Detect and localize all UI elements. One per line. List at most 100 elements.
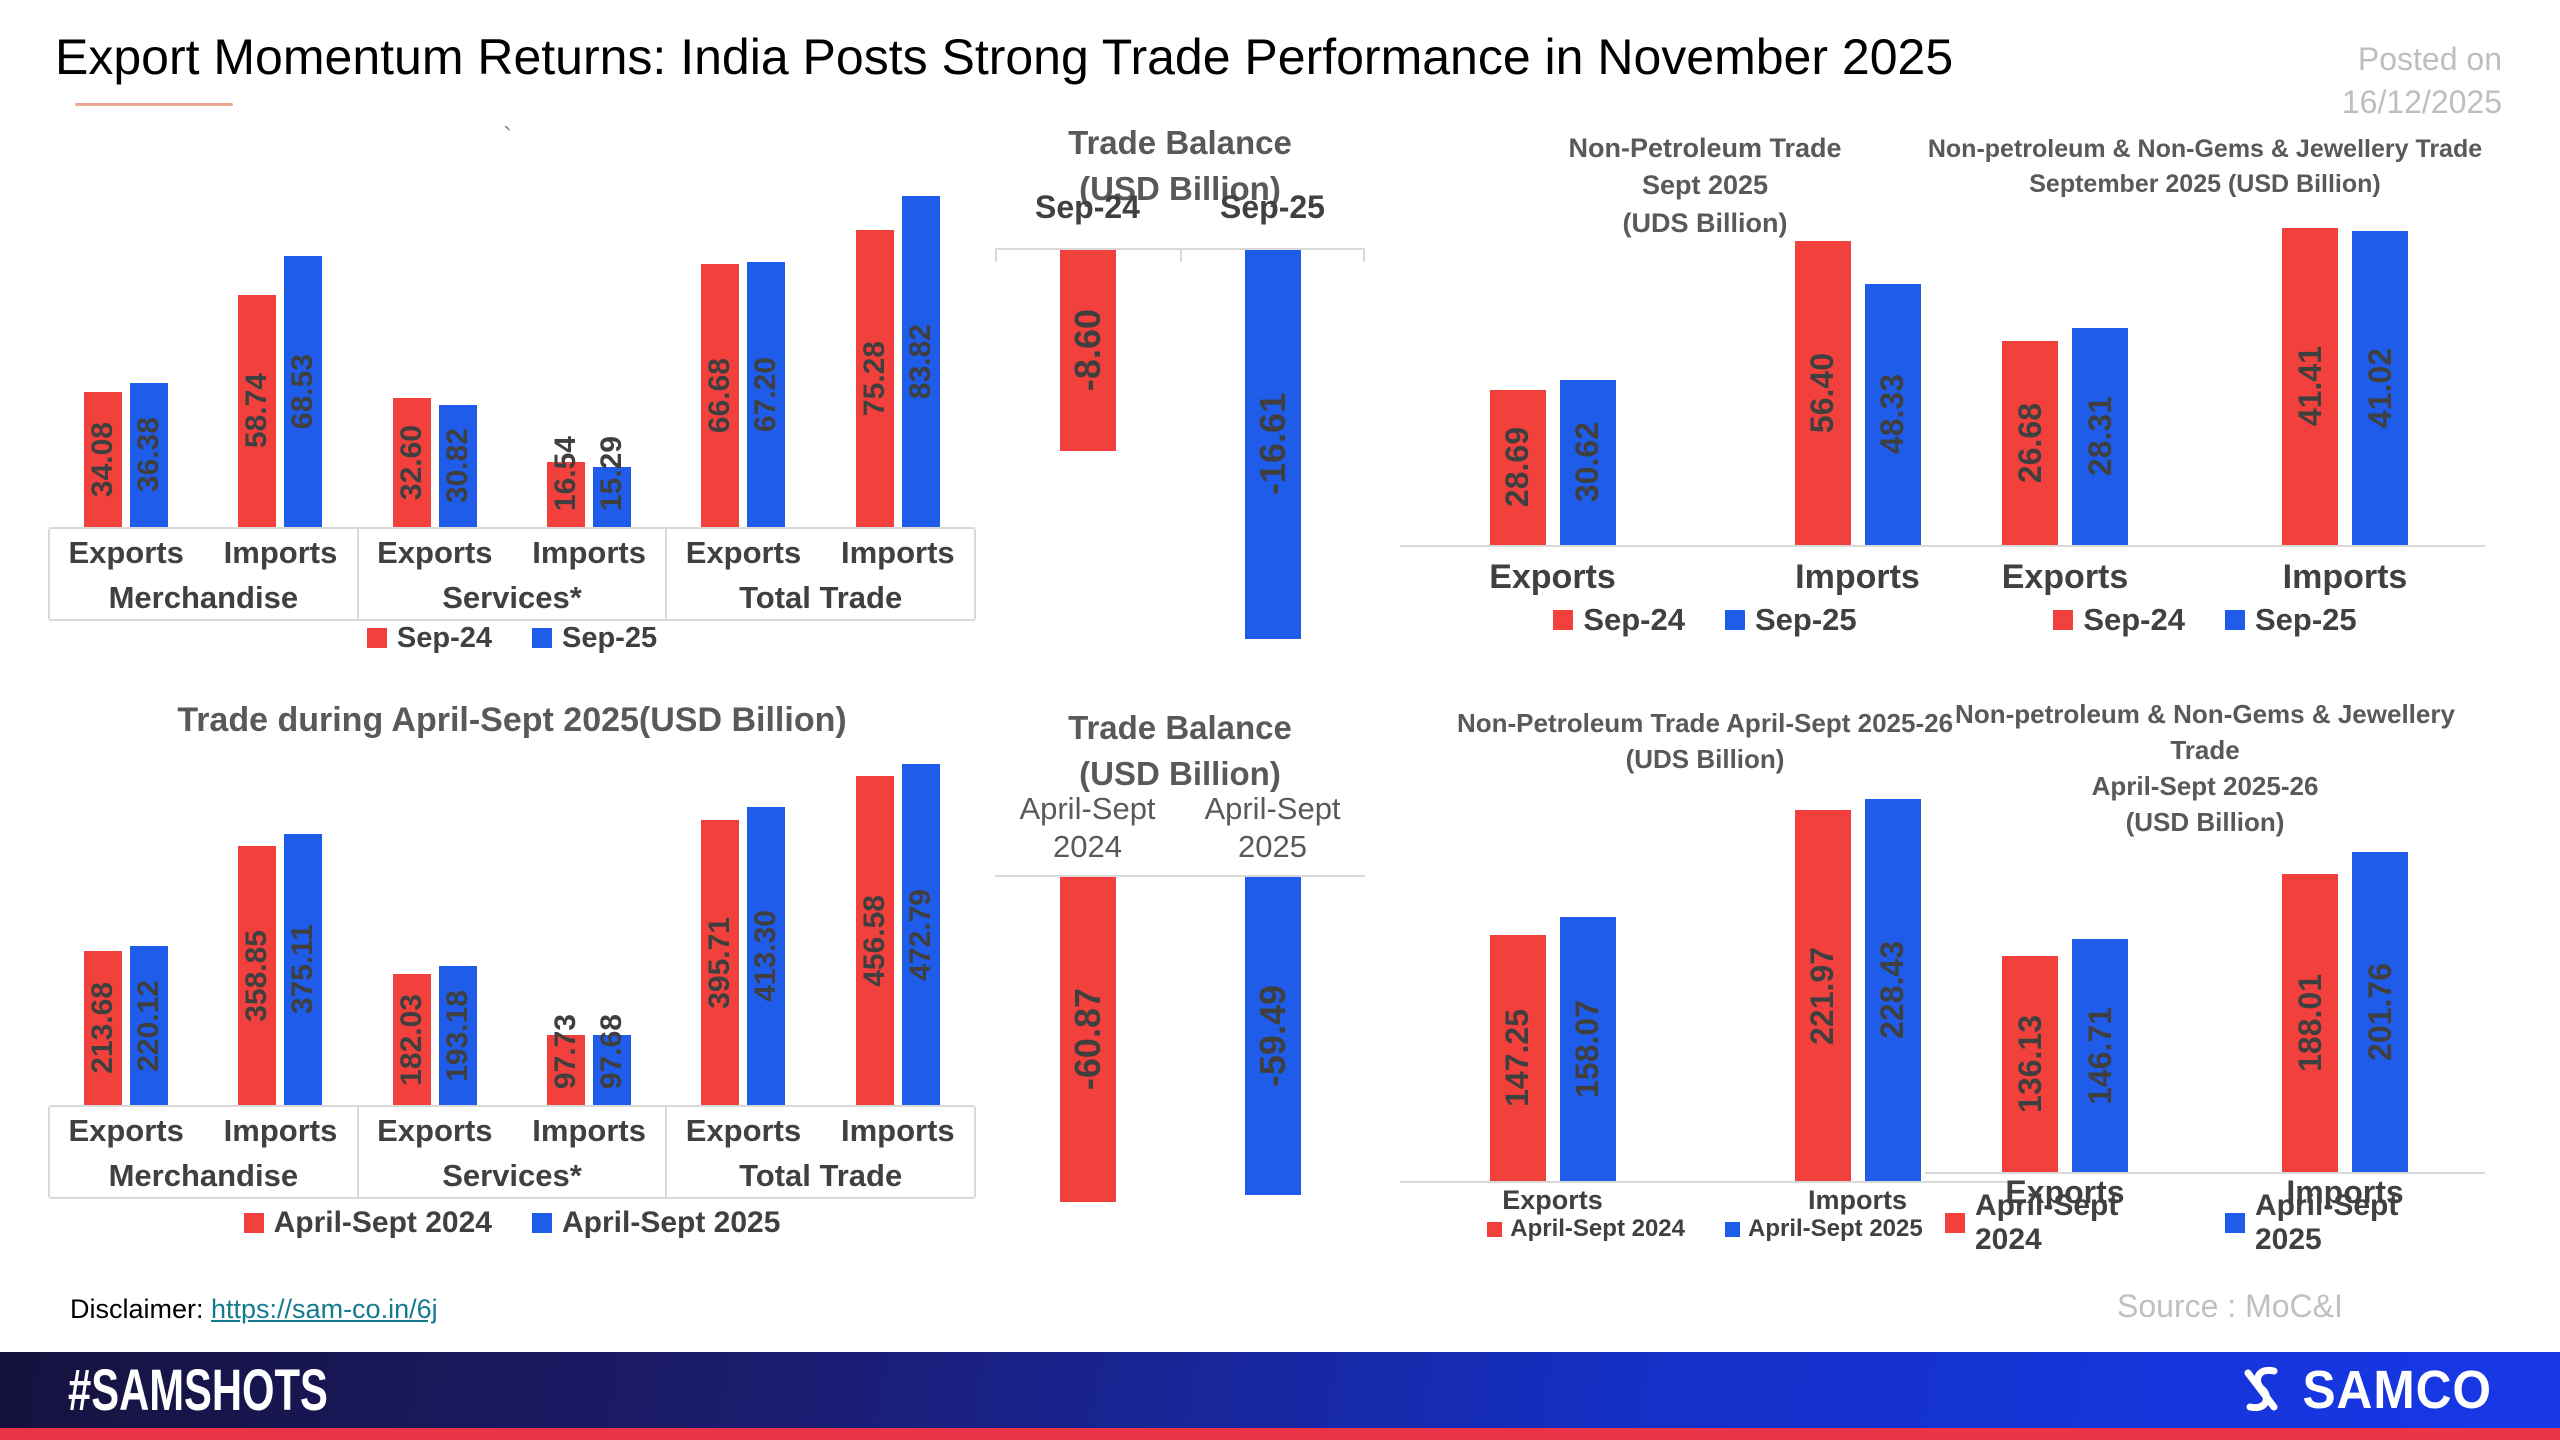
bar-value-label: 66.68 xyxy=(703,357,737,434)
bar-value-label: -59.49 xyxy=(1251,984,1293,1088)
legend-label: Sep-25 xyxy=(2255,602,2357,637)
bar: 30.62 xyxy=(1559,380,1616,545)
april-sept-trade-chart: 213.68 220.12 358.85 375.11 182.03 193.18 97.7… xyxy=(49,764,975,1105)
legend-item: Sep-24 xyxy=(366,622,492,655)
bar: 188.01 xyxy=(2282,874,2338,1172)
bar-value-label: 147.25 xyxy=(1499,1009,1535,1107)
bar: 41.02 xyxy=(2352,231,2408,545)
disclaimer: Disclaimer: https://sam-co.in/6j xyxy=(70,1294,438,1325)
legend-item: April-Sept 2024 xyxy=(1945,1189,2185,1257)
bar: 66.68 xyxy=(701,264,740,527)
bar-value-label: 83.82 xyxy=(903,323,937,400)
legend-label: April-Sept 2025 xyxy=(562,1206,781,1239)
legend-swatch-red xyxy=(1553,610,1574,630)
category-label: Imports xyxy=(223,1113,338,1149)
group-label: Services* xyxy=(442,580,582,616)
category-label: Sep-24 xyxy=(1035,189,1140,226)
category-label: Imports xyxy=(532,535,646,571)
bar: -8.60 xyxy=(1059,250,1116,451)
non-petroleum-non-gems-april-sept-title: Non-petroleum & Non-Gems & Jewellery Tra… xyxy=(1955,699,2455,837)
stray-mark: ` xyxy=(503,122,513,153)
bar: 136.13 xyxy=(2002,956,2058,1172)
april-sept-trade-legend: April-Sept 2024 April-Sept 2025 xyxy=(49,1205,975,1241)
category-label: Imports xyxy=(840,1113,955,1149)
non-petroleum-april-sept-legend: April-Sept 2024 April-Sept 2025 xyxy=(1400,1212,2010,1246)
legend-item: April-Sept 2025 xyxy=(1725,1215,1923,1243)
category-label: April-Sept 2025 xyxy=(1204,791,1341,864)
bar-value-label: 67.20 xyxy=(749,356,783,433)
bar-value-label: 32.60 xyxy=(394,424,428,501)
non-petroleum-non-gems-monthly-chart: 26.68 28.31 41.41 41.02 xyxy=(1925,228,2485,547)
bar-value-label: 97.68 xyxy=(595,1013,629,1090)
monthly-trade-chart: 34.08 36.38 58.74 68.53 32.60 30.82 16.54 15.29… xyxy=(49,196,975,527)
bottom-accent-strip xyxy=(0,1428,2560,1440)
bar-group: 26.68 28.31 xyxy=(1925,228,2205,545)
bar-group: 56.40 48.33 xyxy=(1705,241,2010,545)
bar: 97.73 xyxy=(547,1014,586,1105)
non-petroleum-non-gems-april-sept-categories: Exports Imports xyxy=(1925,1174,2485,1212)
non-petroleum-monthly-categories: Exports Imports xyxy=(1400,556,2010,600)
samco-logo-text: SAMCO xyxy=(2302,1360,2492,1420)
non-petroleum-monthly-legend: Sep-24 Sep-25 xyxy=(1400,600,2010,640)
group-label: Total Trade xyxy=(739,1158,903,1194)
bar-group: 75.28 83.82 xyxy=(821,196,975,527)
disclaimer-link[interactable]: https://sam-co.in/6j xyxy=(211,1294,438,1324)
category-separator xyxy=(974,529,976,619)
category-label: Exports xyxy=(377,1113,493,1149)
bar-value-label: 58.74 xyxy=(240,373,274,449)
axis-tick xyxy=(1363,250,1365,262)
bar: 358.85 xyxy=(238,846,277,1105)
bar: 26.68 xyxy=(2002,341,2058,545)
bar-value-label: 26.68 xyxy=(2011,402,2048,484)
legend-item: April-Sept 2024 xyxy=(243,1206,492,1240)
category-label: Exports xyxy=(2001,558,2129,597)
bar-value-label: 41.41 xyxy=(2291,346,2328,427)
bar-group: 182.03 193.18 xyxy=(358,764,512,1105)
bar: 146.71 xyxy=(2072,939,2128,1172)
bar: 375.11 xyxy=(284,834,323,1105)
bar: 220.12 xyxy=(130,946,169,1105)
group-label: Total Trade xyxy=(739,580,903,616)
trade-balance-april-sept-headers: April-Sept 2024 April-Sept 2025 xyxy=(995,786,1365,870)
category-label: Exports xyxy=(68,1113,184,1149)
bar-value-label: 48.33 xyxy=(1874,374,1910,455)
category-separator xyxy=(48,529,50,619)
legend-label: April-Sept 2024 xyxy=(273,1206,492,1239)
bar-value-label: 182.03 xyxy=(394,993,428,1086)
bar-value-label: 188.01 xyxy=(2291,974,2328,1072)
bar: 41.41 xyxy=(2282,228,2338,545)
bar: 395.71 xyxy=(701,820,740,1105)
bar-value-label: 228.43 xyxy=(1874,941,1910,1039)
trade-balance-april-sept-title: Trade Balance (USD Billion) xyxy=(1068,709,1292,792)
legend-item: April-Sept 2024 xyxy=(1487,1215,1685,1243)
bar-value-label: 28.69 xyxy=(1499,427,1535,508)
bar-value-label: 193.18 xyxy=(440,989,474,1082)
category-separator xyxy=(356,529,359,619)
bar: 67.20 xyxy=(747,262,786,527)
bar: 75.28 xyxy=(855,230,894,527)
legend-swatch-red xyxy=(243,1213,264,1233)
bar-value-label: 56.40 xyxy=(1804,352,1840,434)
bar-value-label: 375.11 xyxy=(286,924,320,1015)
bar: 34.08 xyxy=(84,392,123,527)
trade-balance-monthly-headers: Sep-24 Sep-25 xyxy=(995,186,1365,230)
samco-logo: SAMCO xyxy=(2240,1359,2492,1421)
bar: 30.82 xyxy=(438,405,477,527)
bar-group: -59.49 xyxy=(1180,877,1365,1202)
bar-group: 28.69 30.62 xyxy=(1400,241,1705,545)
bar: 213.68 xyxy=(84,951,123,1105)
bar: 83.82 xyxy=(901,196,940,527)
legend-label: Sep-24 xyxy=(1583,602,1685,637)
non-petroleum-non-gems-monthly-title: Non-petroleum & Non-Gems & Jewellery Tra… xyxy=(1927,135,2483,198)
bar: -16.61 xyxy=(1244,250,1301,639)
legend-swatch-blue xyxy=(1725,610,1745,630)
non-petroleum-non-gems-april-sept-chart: 136.13 146.71 188.01 201.76 xyxy=(1925,852,2485,1174)
category-label: Imports xyxy=(840,535,955,571)
bar: 147.25 xyxy=(1489,935,1546,1181)
samco-logo-icon xyxy=(2244,1366,2278,1412)
bar-value-label: 68.53 xyxy=(286,353,320,430)
bar: 68.53 xyxy=(284,256,323,527)
category-label: Exports xyxy=(2005,1174,2125,1211)
category-separator xyxy=(48,1107,50,1197)
legend-label: April-Sept 2025 xyxy=(2255,1189,2399,1256)
